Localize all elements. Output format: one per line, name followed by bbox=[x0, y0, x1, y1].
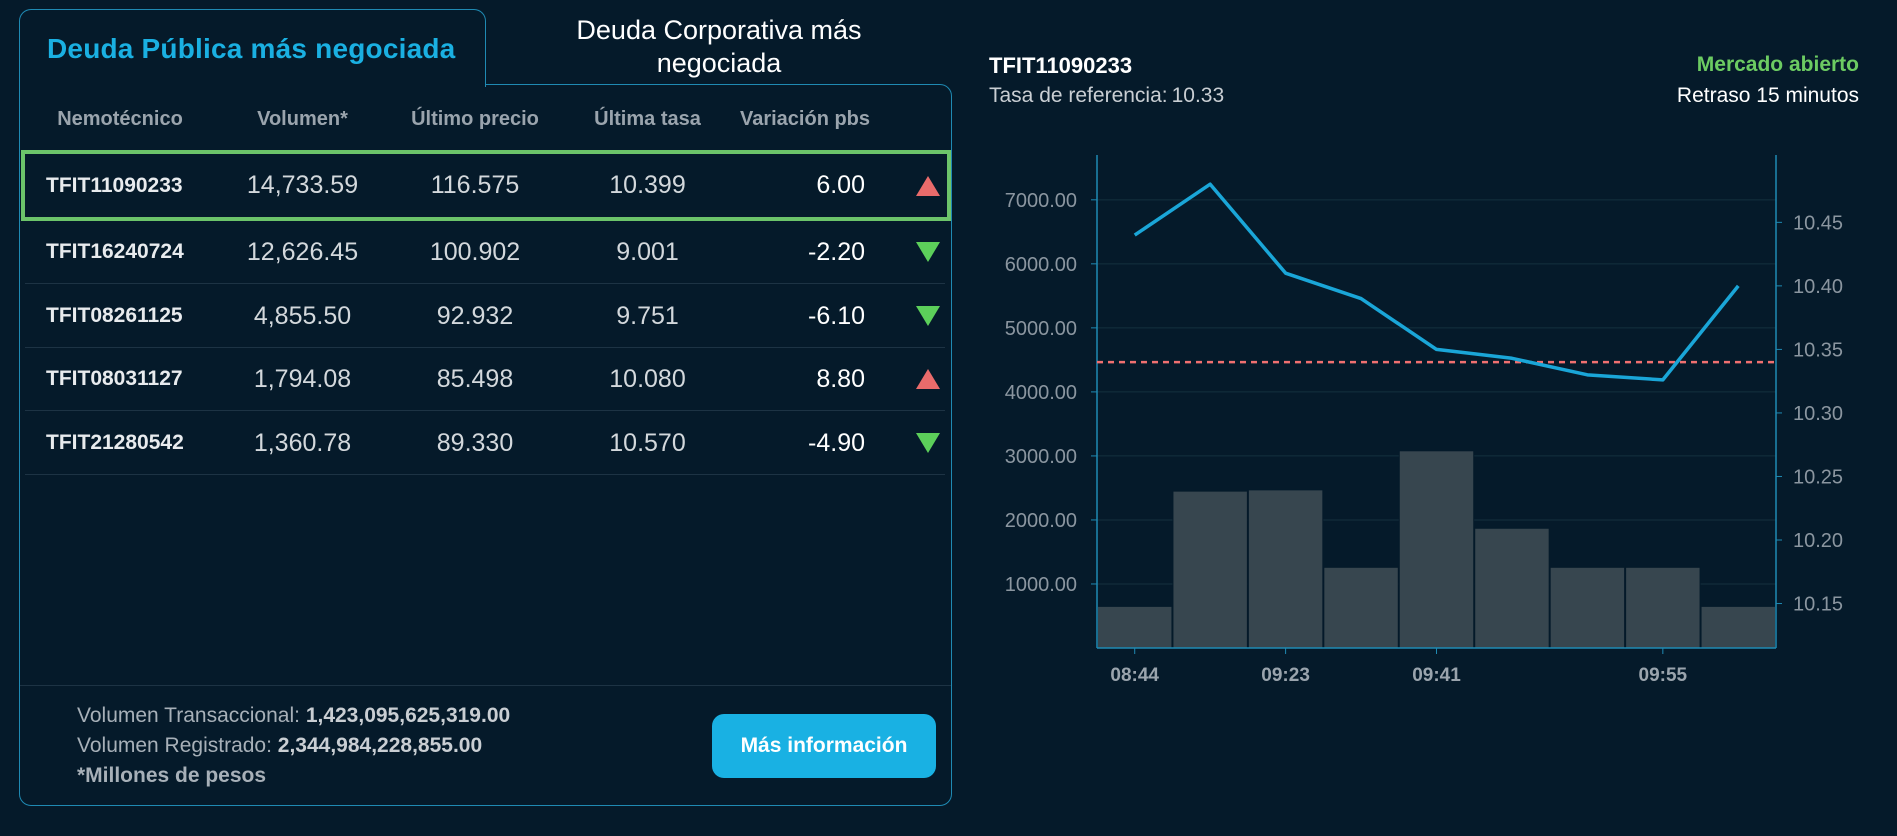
volume-bar bbox=[1097, 605, 1173, 649]
header-nemotecnico: Nemotécnico bbox=[57, 107, 183, 130]
x-tick-label: 09:55 bbox=[1639, 665, 1688, 686]
volume-bar bbox=[1172, 490, 1248, 649]
cell-variacion: -6.10 bbox=[808, 301, 865, 330]
volume-bar bbox=[1549, 566, 1626, 649]
y-left-tick-label: 1000.00 bbox=[1005, 574, 1077, 596]
volume-bar bbox=[1247, 489, 1324, 649]
cell-variacion: -4.90 bbox=[808, 428, 865, 457]
cell-ultima-tasa: 9.001 bbox=[616, 237, 679, 266]
market-status: Mercado abierto bbox=[1696, 53, 1859, 76]
volume-summary: Volumen Transaccional: 1,423,095,625,319… bbox=[77, 701, 510, 791]
tab-deuda-publica-label: Deuda Pública más negociada bbox=[47, 32, 456, 64]
arrow-down-icon bbox=[916, 242, 940, 262]
y-right-tick-label: 10.40 bbox=[1793, 276, 1843, 298]
cell-nemotecnico: TFIT08031127 bbox=[46, 367, 183, 390]
cell-nemotecnico: TFIT16240724 bbox=[46, 240, 184, 263]
y-left-tick-label: 3000.00 bbox=[1005, 446, 1077, 468]
reference-rate: Tasa de referencia: 10.33 bbox=[989, 84, 1224, 108]
x-tick-label: 09:23 bbox=[1261, 665, 1310, 686]
arrow-up-icon bbox=[916, 369, 940, 389]
more-info-button[interactable]: Más información bbox=[712, 714, 936, 778]
y-right-tick-label: 10.30 bbox=[1793, 403, 1843, 425]
volume-bar bbox=[1625, 566, 1701, 649]
footer-divider bbox=[20, 685, 951, 686]
tab-deuda-corporativa[interactable]: Deuda Corporativa más negociada bbox=[486, 12, 952, 82]
volume-bar bbox=[1398, 450, 1475, 649]
cell-ultimo-precio: 100.902 bbox=[429, 237, 521, 266]
cell-nemotecnico: TFIT08261125 bbox=[46, 304, 183, 327]
cell-nemotecnico: TFIT11090233 bbox=[46, 173, 183, 197]
cell-variacion: 8.80 bbox=[816, 364, 865, 393]
y-right-tick-label: 10.45 bbox=[1793, 212, 1843, 234]
x-tick-label: 08:44 bbox=[1110, 665, 1159, 686]
header-ultima-tasa: Última tasa bbox=[594, 107, 701, 130]
y-left-tick-label: 5000.00 bbox=[1005, 318, 1077, 340]
tab-deuda-publica[interactable]: Deuda Pública más negociada bbox=[19, 9, 486, 87]
volume-bar bbox=[1323, 566, 1399, 649]
transaccional-value: 1,423,095,625,319.00 bbox=[305, 704, 511, 727]
y-right-tick-label: 10.15 bbox=[1793, 594, 1843, 616]
y-left-tick-label: 6000.00 bbox=[1005, 254, 1077, 276]
table-header: Nemotécnico Volumen* Último precio Últim… bbox=[25, 94, 945, 144]
y-right-tick-label: 10.25 bbox=[1793, 466, 1843, 488]
y-right-tick-label: 10.35 bbox=[1793, 339, 1843, 361]
cell-volumen: 14,733.59 bbox=[246, 171, 359, 199]
y-left-tick-label: 7000.00 bbox=[1005, 190, 1077, 212]
delay-notice: Retraso 15 minutos bbox=[1676, 84, 1859, 107]
cell-volumen: 4,855.50 bbox=[253, 301, 352, 330]
cell-volumen: 1,360.78 bbox=[253, 428, 352, 457]
cell-ultima-tasa: 10.570 bbox=[609, 428, 686, 457]
registrado-value: 2,344,984,228,855.00 bbox=[277, 734, 483, 757]
y-left-tick-label: 4000.00 bbox=[1005, 382, 1077, 404]
arrow-down-icon bbox=[916, 433, 940, 453]
header-ultimo-precio: Último precio bbox=[411, 107, 539, 130]
units-note: *Millones de pesos bbox=[77, 764, 267, 787]
table-row[interactable]: TFIT08031127 1,794.08 85.498 10.080 8.80 bbox=[25, 348, 945, 411]
transaccional-label: Volumen Transaccional: bbox=[77, 704, 300, 727]
cell-ultimo-precio: 89.330 bbox=[436, 428, 514, 457]
cell-ultimo-precio: 85.498 bbox=[436, 364, 514, 393]
arrow-up-icon bbox=[916, 175, 940, 196]
header-variacion: Variación pbs bbox=[739, 107, 871, 130]
table-row[interactable]: TFIT21280542 1,360.78 89.330 10.570 -4.90 bbox=[25, 412, 945, 475]
volume-bar bbox=[1700, 605, 1776, 649]
cell-ultima-tasa: 10.399 bbox=[609, 171, 686, 199]
registrado-label: Volumen Registrado: bbox=[77, 734, 272, 757]
table-row[interactable]: TFIT08261125 4,855.50 92.932 9.751 -6.10 bbox=[25, 285, 945, 348]
selected-symbol: TFIT11090233 bbox=[989, 53, 1133, 78]
y-right-tick-label: 10.20 bbox=[1793, 530, 1843, 552]
cell-ultimo-precio: 92.932 bbox=[436, 301, 514, 330]
x-tick-label: 09:41 bbox=[1412, 665, 1461, 686]
cell-ultima-tasa: 10.080 bbox=[609, 364, 686, 393]
cell-volumen: 1,794.08 bbox=[253, 364, 352, 393]
reference-rate-label: Tasa de referencia: bbox=[989, 84, 1168, 107]
table-row[interactable]: TFIT11090233 14,733.59 116.575 10.399 6.00 bbox=[21, 150, 951, 221]
y-left-tick-label: 2000.00 bbox=[1005, 510, 1077, 532]
cell-variacion: -2.20 bbox=[808, 237, 865, 266]
volume-bar bbox=[1474, 527, 1550, 649]
cell-variacion: 6.00 bbox=[816, 171, 865, 199]
header-volumen: Volumen* bbox=[257, 107, 348, 130]
arrow-down-icon bbox=[916, 306, 940, 326]
reference-rate-value: 10.33 bbox=[1171, 84, 1225, 107]
tab-deuda-corporativa-label: Deuda Corporativa más negociada bbox=[576, 15, 862, 78]
cell-ultimo-precio: 116.575 bbox=[430, 171, 520, 199]
rate-line bbox=[1133, 182, 1740, 382]
cell-nemotecnico: TFIT21280542 bbox=[46, 431, 184, 454]
cell-volumen: 12,626.45 bbox=[246, 237, 359, 266]
table-row[interactable]: TFIT16240724 12,626.45 100.902 9.001 -2.20 bbox=[25, 221, 945, 284]
cell-ultima-tasa: 9.751 bbox=[616, 301, 679, 330]
